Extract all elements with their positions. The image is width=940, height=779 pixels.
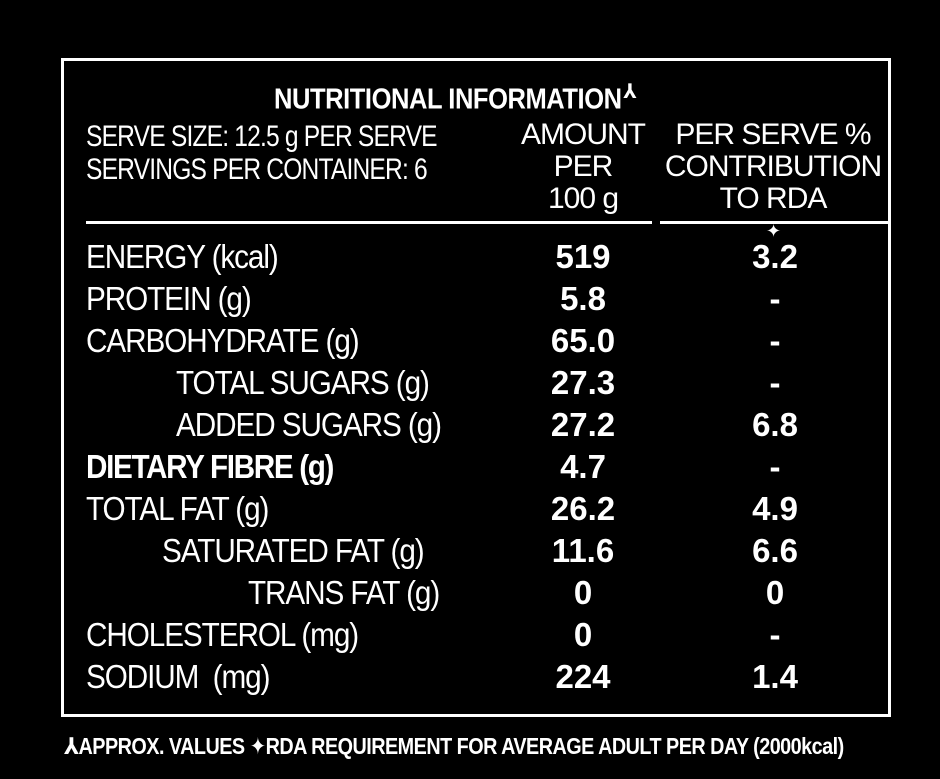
row-rda: 1.4 — [752, 658, 798, 695]
row-amount: 27.3 — [550, 364, 616, 401]
row-rda: - — [769, 322, 781, 359]
row-label: SODIUM (mg) — [86, 658, 270, 695]
rda-header-line-1: PER SERVE % — [675, 118, 871, 151]
table-row: CHOLESTEROL (mg) 0 - — [64, 615, 894, 657]
footnote: ⅄APPROX. VALUES ✦RDA REQUIREMENT FOR AVE… — [64, 733, 844, 759]
rda-mark: ✦ — [765, 221, 781, 241]
row-rda: 6.6 — [752, 532, 798, 569]
row-rda: 6.8 — [752, 406, 798, 443]
row-rda: 0 — [765, 574, 785, 611]
amount-header-line-2: PER — [553, 150, 614, 183]
row-amount: 65.0 — [550, 322, 616, 359]
amount-header-line-1: AMOUNT — [521, 118, 646, 151]
row-amount: 519 — [555, 238, 611, 275]
row-rda: 3.2 — [752, 238, 798, 275]
table-row: TOTAL SUGARS (g) 27.3 - — [64, 363, 894, 405]
row-amount: 224 — [555, 658, 611, 695]
row-label: TOTAL FAT (g) — [86, 490, 269, 527]
row-label: TRANS FAT (g) — [248, 574, 440, 611]
rda-header-line-2: CONTRIBUTION — [664, 150, 882, 183]
table-row: TRANS FAT (g) 0 0 — [64, 573, 894, 615]
servings-per-container: SERVINGS PER CONTAINER: 6 — [86, 153, 428, 186]
row-label: ENERGY (kcal) — [86, 238, 279, 275]
table-row: DIETARY FIBRE (g) 4.7 - — [64, 447, 894, 489]
row-label: SATURATED FAT (g) — [162, 532, 425, 569]
amount-header-line-3: 100 g — [547, 182, 619, 215]
row-amount: 0 — [573, 574, 593, 611]
nutrition-panel: NUTRITIONAL INFORMATION⅄ SERVE SIZE: 12.… — [61, 58, 891, 717]
row-label: TOTAL SUGARS (g) — [176, 364, 430, 401]
serve-size: SERVE SIZE: 12.5 g PER SERVE — [86, 120, 438, 153]
table-row: ADDED SUGARS (g) 27.2 6.8 — [64, 405, 894, 447]
rda-header-line-3-text: TO RDA — [719, 182, 828, 215]
table-row: CARBOHYDRATE (g) 65.0 - — [64, 321, 894, 363]
table-row: SODIUM (mg) 224 1.4 — [64, 657, 894, 699]
row-label: CHOLESTEROL (mg) — [86, 616, 359, 653]
table-row: ENERGY (kcal) 519 3.2 — [64, 237, 894, 279]
amount-column-header: AMOUNT PER 100 g — [512, 119, 654, 215]
row-label: DIETARY FIBRE (g) — [86, 448, 334, 485]
panel-title: NUTRITIONAL INFORMATION⅄ — [274, 79, 637, 117]
row-label: PROTEIN (g) — [86, 280, 252, 317]
row-rda: 4.9 — [752, 490, 798, 527]
row-amount: 0 — [573, 616, 593, 653]
table-row: TOTAL FAT (g) 26.2 4.9 — [64, 489, 894, 531]
row-rda: - — [769, 448, 781, 485]
table-row: PROTEIN (g) 5.8 - — [64, 279, 894, 321]
rda-header-line-3: TO RDA ✦ — [656, 183, 890, 247]
row-amount: 26.2 — [550, 490, 616, 527]
panel-title-text: NUTRITIONAL INFORMATION — [274, 83, 622, 116]
rda-column-header: PER SERVE % CONTRIBUTION TO RDA ✦ — [656, 119, 890, 247]
table-row: SATURATED FAT (g) 11.6 6.6 — [64, 531, 894, 573]
approx-mark: ⅄ — [623, 81, 637, 103]
row-amount: 27.2 — [550, 406, 616, 443]
row-rda: - — [769, 280, 781, 317]
row-label: ADDED SUGARS (g) — [176, 406, 442, 443]
header-divider-right — [660, 221, 890, 224]
row-label: CARBOHYDRATE (g) — [86, 322, 360, 359]
row-rda: - — [769, 616, 781, 653]
row-amount: 4.7 — [560, 448, 606, 485]
row-amount: 5.8 — [560, 280, 606, 317]
header-divider-left — [86, 221, 652, 224]
row-amount: 11.6 — [551, 532, 615, 569]
row-rda: - — [769, 364, 781, 401]
